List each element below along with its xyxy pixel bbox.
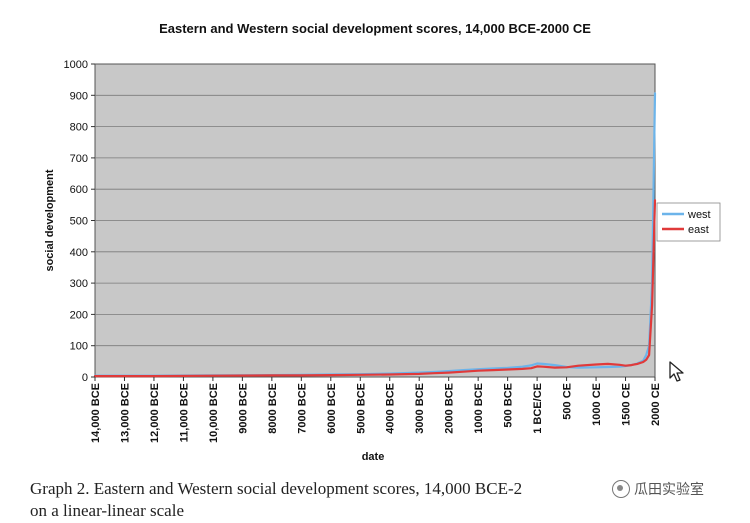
caption-line-1: Graph 2. Eastern and Western social deve… [30,479,523,498]
x-axis: 14,000 BCE 13,000 BCE 12,000 BCE 11,000 BCE… [90,377,662,443]
x-tick-label: 10,000 BCE [208,383,220,443]
y-tick-label: 900 [70,90,88,102]
x-tick-label: 2000 CE [650,383,662,426]
x-tick-label: 1000 BCE [473,383,485,434]
x-tick-label: 12,000 BCE [149,383,161,443]
legend-box [656,202,721,242]
y-tick-label: 200 [70,309,88,321]
series-lines [93,92,657,378]
y-tick-label: 0 [82,372,88,384]
x-tick-label: 1 BCE/CE [532,383,544,434]
caption-line-2: on a linear-linear scale [30,501,184,520]
x-tick-label: 9000 BCE [237,383,249,434]
x-tick-label: 1000 CE [591,383,603,426]
x-tick-label: 4000 BCE [385,383,397,434]
legend-label-west: west [687,209,711,221]
watermark: 瓜田实验室 [608,478,708,500]
watermark-text: 瓜田实验室 [634,482,704,498]
x-tick-label: 11,000 BCE [178,383,190,442]
x-axis-label: date [362,451,385,463]
y-tick-label: 600 [70,184,88,196]
mouse-cursor-icon [669,361,684,382]
wechat-logo-icon [612,480,630,498]
x-tick-label: 7000 BCE [296,383,308,434]
x-tick-label: 14,000 BCE [90,383,102,443]
x-tick-label: 5000 BCE [355,383,367,434]
legend-label-east: east [688,224,709,236]
y-tick-label: 1000 [64,59,88,71]
y-tick-label: 800 [70,122,88,134]
y-tick-label: 700 [70,153,88,165]
chart: Eastern and Western social development s… [44,21,721,463]
x-tick-label: 8000 BCE [267,383,279,434]
x-tick-label: 13,000 BCE [119,383,131,443]
gridlines [95,94,655,347]
y-axis: 0 100 200 300 400 500 600 700 800 900 1000 [64,59,95,384]
y-tick-label: 300 [70,278,88,290]
y-axis-label: social development [44,169,56,271]
figure-caption: Graph 2. Eastern and Western social deve… [30,478,730,522]
x-tick-label: 1500 CE [621,383,633,426]
x-tick-label: 3000 BCE [414,383,426,434]
x-tick-label: 2000 BCE [444,383,456,434]
x-tick-label: 500 CE [562,383,574,420]
x-tick-label: 6000 BCE [326,383,338,434]
series-line-east [93,199,657,378]
x-tick-label: 500 BCE [503,383,515,428]
y-tick-label: 400 [70,247,88,259]
chart-title: Eastern and Western social development s… [159,21,591,36]
y-tick-label: 100 [70,341,88,353]
legend: west east [656,202,721,242]
y-tick-label: 500 [70,216,88,228]
